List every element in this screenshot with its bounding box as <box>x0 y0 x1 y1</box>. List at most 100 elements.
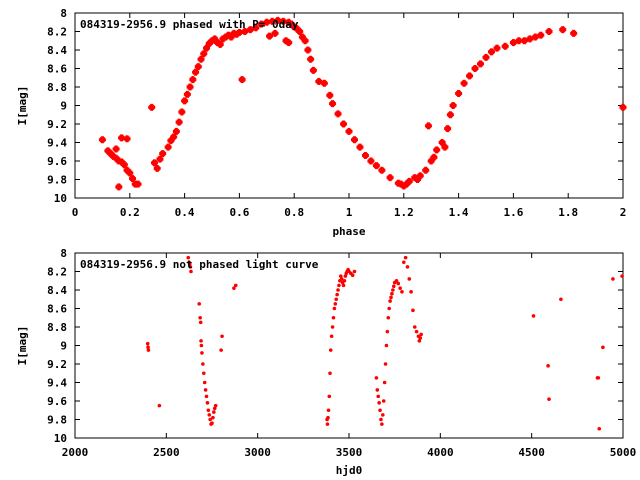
data-point <box>187 262 192 266</box>
data-point <box>438 139 446 146</box>
data-point <box>412 325 417 329</box>
unphased-y-axis: 8 8.2 8.4 8.6 8.8 9 9.2 9.4 9.6 9.8 10 <box>47 247 623 445</box>
y-tick-label: 8.6 <box>47 63 67 76</box>
data-point <box>198 315 202 320</box>
unphased-chart-title: 084319-2956.9 not phased light curve <box>80 258 319 271</box>
data-point <box>342 278 347 283</box>
data-point <box>263 18 271 26</box>
x-tick-label: 5000 <box>610 446 637 459</box>
data-point <box>327 394 332 399</box>
x-tick-label: 3000 <box>244 446 271 459</box>
x-tick-label: 1.6 <box>503 206 523 219</box>
data-point <box>285 18 293 26</box>
data-point <box>290 23 298 31</box>
data-point <box>329 100 337 108</box>
x-tick-label: 0.2 <box>120 206 140 219</box>
data-point <box>213 39 221 47</box>
x-tick-label: 1 <box>346 206 353 219</box>
data-point <box>205 401 210 405</box>
data-point <box>167 137 175 145</box>
data-point <box>446 111 454 119</box>
data-point <box>601 345 605 350</box>
data-point <box>266 32 274 40</box>
data-point <box>515 37 523 45</box>
data-point <box>285 39 293 47</box>
data-point <box>509 39 517 47</box>
data-point <box>159 150 167 158</box>
data-point <box>293 25 301 33</box>
data-point <box>352 269 357 274</box>
data-point <box>341 283 346 288</box>
data-point <box>378 408 382 413</box>
data-point <box>219 35 227 43</box>
data-point <box>126 169 134 177</box>
data-point <box>545 28 553 35</box>
data-point <box>482 53 490 61</box>
data-point <box>227 33 235 41</box>
data-point <box>444 125 452 133</box>
y-tick-label: 9.8 <box>47 174 67 187</box>
data-point <box>403 180 411 188</box>
data-point <box>375 388 380 392</box>
data-point <box>326 91 334 99</box>
y-tick-label: 8.4 <box>47 284 67 297</box>
data-point <box>206 408 211 413</box>
data-point <box>232 286 236 290</box>
data-point <box>531 33 539 41</box>
data-point <box>307 55 315 63</box>
data-point <box>419 332 423 337</box>
y-tick-label: 8.4 <box>47 44 67 57</box>
y-tick-label: 9 <box>60 100 67 113</box>
data-point <box>380 422 384 426</box>
data-point <box>596 376 601 380</box>
phased-y-axis: 8 8.2 8.4 8.6 8.8 9 9.2 9.4 9.6 9.8 10 <box>47 7 623 205</box>
data-point <box>407 277 412 281</box>
data-point <box>175 118 183 126</box>
y-tick-label: 9.2 <box>47 358 67 371</box>
data-point <box>123 135 131 143</box>
data-point <box>383 362 388 366</box>
data-point <box>309 66 317 74</box>
data-point <box>211 415 215 420</box>
data-point <box>326 415 330 420</box>
data-point <box>301 37 309 45</box>
data-point <box>411 174 419 182</box>
x-tick-label: 0.8 <box>284 206 304 219</box>
data-point <box>282 37 290 45</box>
data-point <box>194 63 202 71</box>
y-tick-label: 10 <box>54 192 67 205</box>
data-point <box>118 134 126 142</box>
data-point <box>433 146 441 154</box>
y-tick-label: 8.2 <box>47 26 67 39</box>
x-tick-label: 0 <box>72 206 79 219</box>
data-point <box>405 177 413 185</box>
y-tick-label: 9.6 <box>47 155 67 168</box>
data-point <box>224 31 232 39</box>
data-point <box>304 46 312 54</box>
data-point <box>274 16 282 24</box>
data-point <box>337 283 341 288</box>
x-tick-label: 2500 <box>153 446 180 459</box>
data-point <box>402 260 406 265</box>
x-tick-label: 4500 <box>518 446 545 459</box>
data-point <box>334 297 339 302</box>
data-point <box>382 380 387 385</box>
data-point <box>115 183 123 191</box>
data-point <box>145 341 150 346</box>
data-point <box>153 164 161 172</box>
data-point <box>449 102 457 109</box>
y-tick-label: 9.6 <box>47 395 67 408</box>
y-tick-label: 10 <box>54 432 67 445</box>
data-point <box>388 299 392 303</box>
data-point <box>241 28 249 35</box>
data-point <box>212 406 217 411</box>
data-point <box>205 40 213 48</box>
y-tick-label: 8.8 <box>47 81 67 94</box>
data-point <box>391 288 395 292</box>
data-point <box>188 265 193 269</box>
data-point <box>199 343 204 348</box>
data-point <box>178 108 186 116</box>
y-tick-label: 8 <box>60 7 67 20</box>
y-tick-label: 9.4 <box>47 137 67 150</box>
data-point <box>390 291 394 296</box>
